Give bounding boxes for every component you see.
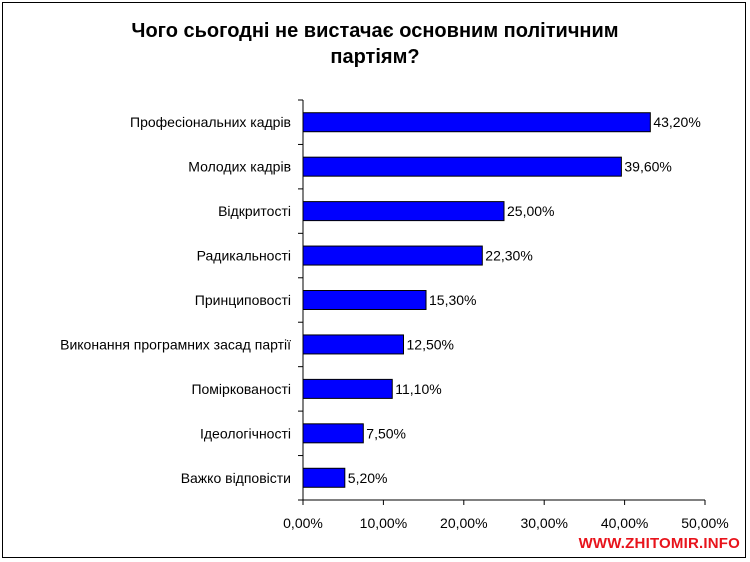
bar xyxy=(302,423,364,444)
x-tick-label: 40,00% xyxy=(601,515,648,531)
data-label: 11,10% xyxy=(395,381,441,397)
data-label: 12,50% xyxy=(407,336,454,352)
chart-title-line2: партіям? xyxy=(330,46,420,68)
data-label: 7,50% xyxy=(366,425,406,441)
category-label: Виконання програмних засад партії xyxy=(60,336,291,352)
category-label: Радикальності xyxy=(197,248,291,264)
x-tick-label: 10,00% xyxy=(360,515,407,531)
x-tick-label: 20,00% xyxy=(440,515,487,531)
bar xyxy=(302,378,393,399)
bar xyxy=(302,112,651,133)
data-label: 43,20% xyxy=(653,114,700,130)
data-label: 25,00% xyxy=(507,203,554,219)
category-label: Відкритості xyxy=(218,203,291,219)
bar xyxy=(302,201,505,222)
category-label: Принциповості xyxy=(195,292,291,308)
bar xyxy=(302,290,427,310)
category-label: Поміркованості xyxy=(191,381,291,397)
bar xyxy=(302,334,404,355)
bar xyxy=(302,245,483,266)
x-tick-label: 0,00% xyxy=(283,515,323,531)
category-label: Молодих кадрів xyxy=(188,159,291,175)
category-label: Важко відповісти xyxy=(181,470,291,486)
bar xyxy=(302,156,622,177)
watermark: WWW.ZHITOMIR.INFO xyxy=(578,535,740,552)
data-label: 39,60% xyxy=(624,159,671,175)
x-tick-label: 30,00% xyxy=(520,515,567,531)
data-label: 5,20% xyxy=(348,470,388,486)
category-label: Професіональних кадрів xyxy=(130,114,291,130)
chart-title-line1: Чого сьогодні не вистачає основним політ… xyxy=(131,20,619,42)
data-label: 22,30% xyxy=(485,248,532,264)
bar xyxy=(302,467,346,488)
data-label: 15,30% xyxy=(429,292,476,308)
chart-title: Чого сьогодні не вистачає основним політ… xyxy=(0,18,750,70)
x-tick-label: 50,00% xyxy=(681,515,728,531)
category-label: Ідеологічності xyxy=(200,425,291,441)
